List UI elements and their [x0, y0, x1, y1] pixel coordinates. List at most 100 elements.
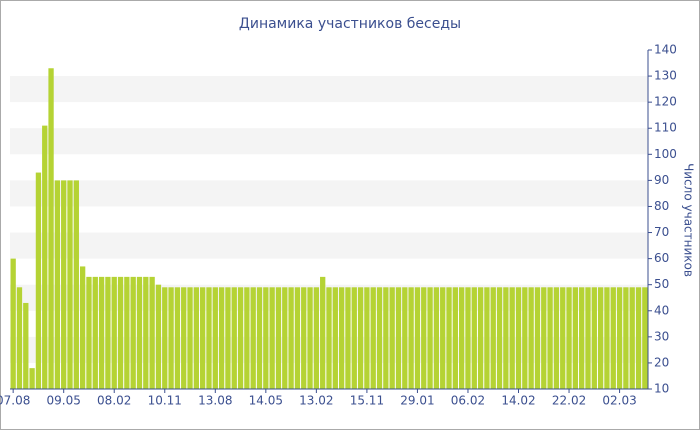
- bar: [591, 287, 597, 389]
- x-tick-label: 02.03: [602, 394, 636, 408]
- bar: [465, 287, 471, 389]
- bar: [566, 287, 572, 389]
- y-tick-label: 80: [654, 199, 669, 213]
- bar: [187, 287, 193, 389]
- bar: [459, 287, 465, 389]
- bar: [623, 287, 629, 389]
- bar: [200, 287, 206, 389]
- bar: [402, 287, 408, 389]
- bar: [237, 287, 244, 389]
- bar: [61, 180, 67, 389]
- bar: [547, 287, 553, 389]
- x-tick-label: 08.02: [97, 394, 131, 408]
- bar: [10, 258, 16, 389]
- bar: [572, 287, 579, 389]
- bar: [29, 368, 35, 389]
- chart-title: Динамика участников беседы: [239, 16, 461, 32]
- bar: [193, 287, 199, 389]
- x-tick-label: 07.08: [0, 394, 30, 408]
- bar: [351, 287, 357, 389]
- x-tick-label: 10.11: [148, 394, 182, 408]
- bar: [383, 287, 389, 389]
- y-tick-label: 120: [654, 95, 677, 109]
- bar: [212, 287, 218, 389]
- x-tick-label: 13.08: [198, 394, 232, 408]
- y-tick-label: 90: [654, 173, 669, 187]
- bar: [332, 287, 338, 389]
- bar: [149, 276, 155, 389]
- bar: [364, 287, 370, 389]
- bar: [541, 287, 547, 389]
- bar: [610, 287, 616, 389]
- y-tick-label: 50: [654, 277, 669, 291]
- y-tick-label: 140: [654, 43, 677, 57]
- grid-band: [10, 180, 648, 207]
- bar: [86, 276, 92, 389]
- bar: [433, 287, 440, 389]
- bar: [446, 287, 452, 389]
- bar: [471, 287, 477, 389]
- bar: [560, 287, 566, 389]
- bar: [635, 287, 642, 389]
- bar: [174, 287, 181, 389]
- bar: [244, 287, 250, 389]
- bar: [54, 180, 61, 389]
- bar: [16, 287, 23, 389]
- bar: [553, 287, 560, 389]
- bar: [294, 287, 301, 389]
- bar: [105, 276, 111, 389]
- bar: [629, 287, 635, 389]
- x-tick-label: 14.05: [249, 394, 283, 408]
- bar: [597, 287, 604, 389]
- bar: [42, 125, 48, 389]
- bar: [206, 287, 212, 389]
- x-tick-label: 15.11: [350, 394, 384, 408]
- x-tick-label: 22.02: [552, 394, 586, 408]
- bar: [421, 287, 427, 389]
- bar: [496, 287, 503, 389]
- bar: [282, 287, 288, 389]
- bar: [98, 276, 105, 389]
- bar: [155, 284, 162, 389]
- x-tick-label: 09.05: [47, 394, 81, 408]
- bar: [642, 287, 648, 389]
- bar: [477, 287, 484, 389]
- bar: [522, 287, 528, 389]
- bar: [490, 287, 496, 389]
- bar: [370, 287, 376, 389]
- bar: [452, 287, 458, 389]
- bar: [484, 287, 490, 389]
- bar: [320, 276, 326, 389]
- grid-band: [10, 232, 648, 259]
- bar: [389, 287, 395, 389]
- y-tick-label: 130: [654, 69, 677, 83]
- bar: [263, 287, 269, 389]
- bar: [269, 287, 275, 389]
- bar: [313, 287, 320, 389]
- grid-band: [10, 128, 648, 155]
- bar: [162, 287, 168, 389]
- bar: [528, 287, 534, 389]
- bar: [345, 287, 351, 389]
- bar: [414, 287, 421, 389]
- bar: [440, 287, 446, 389]
- bar: [117, 276, 124, 389]
- bar: [301, 287, 307, 389]
- bar: [136, 276, 143, 389]
- bar: [130, 276, 136, 389]
- x-tick-label: 29.01: [400, 394, 434, 408]
- bar: [288, 287, 294, 389]
- bar: [616, 287, 623, 389]
- bar: [503, 287, 509, 389]
- bar: [408, 287, 414, 389]
- bar: [143, 276, 149, 389]
- bar: [275, 287, 282, 389]
- grid-band: [10, 76, 648, 103]
- bar: [515, 287, 522, 389]
- bar: [427, 287, 433, 389]
- bar: [256, 287, 263, 389]
- y-tick-label: 110: [654, 121, 677, 135]
- bar: [225, 287, 231, 389]
- y-tick-label: 100: [654, 147, 677, 161]
- bar: [307, 287, 313, 389]
